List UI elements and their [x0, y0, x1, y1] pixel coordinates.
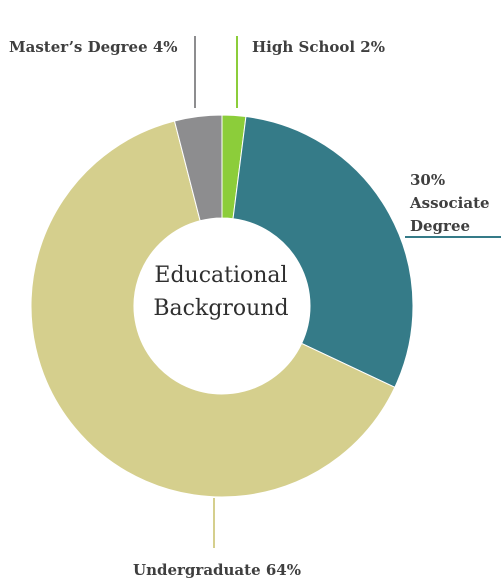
donut-slice-master-s-degree	[173, 114, 223, 222]
donut-slices	[30, 114, 414, 498]
masters-label: Master’s Degree 4%	[9, 38, 178, 56]
undergraduate-label: Undergraduate 64%	[133, 561, 301, 579]
center-title-line-2: Background	[153, 296, 288, 321]
associate-label-line-2: Degree	[410, 217, 470, 235]
donut-slice-associate-degree	[232, 115, 414, 388]
associate-label-line-1: Associate	[409, 194, 490, 212]
leader-lines	[194, 36, 501, 548]
high-school-label: High School 2%	[252, 38, 385, 56]
donut-slice-undergraduate	[30, 120, 396, 498]
center-title-line-1: Educational	[154, 263, 287, 288]
associate-percent-label: 30%	[410, 171, 445, 189]
